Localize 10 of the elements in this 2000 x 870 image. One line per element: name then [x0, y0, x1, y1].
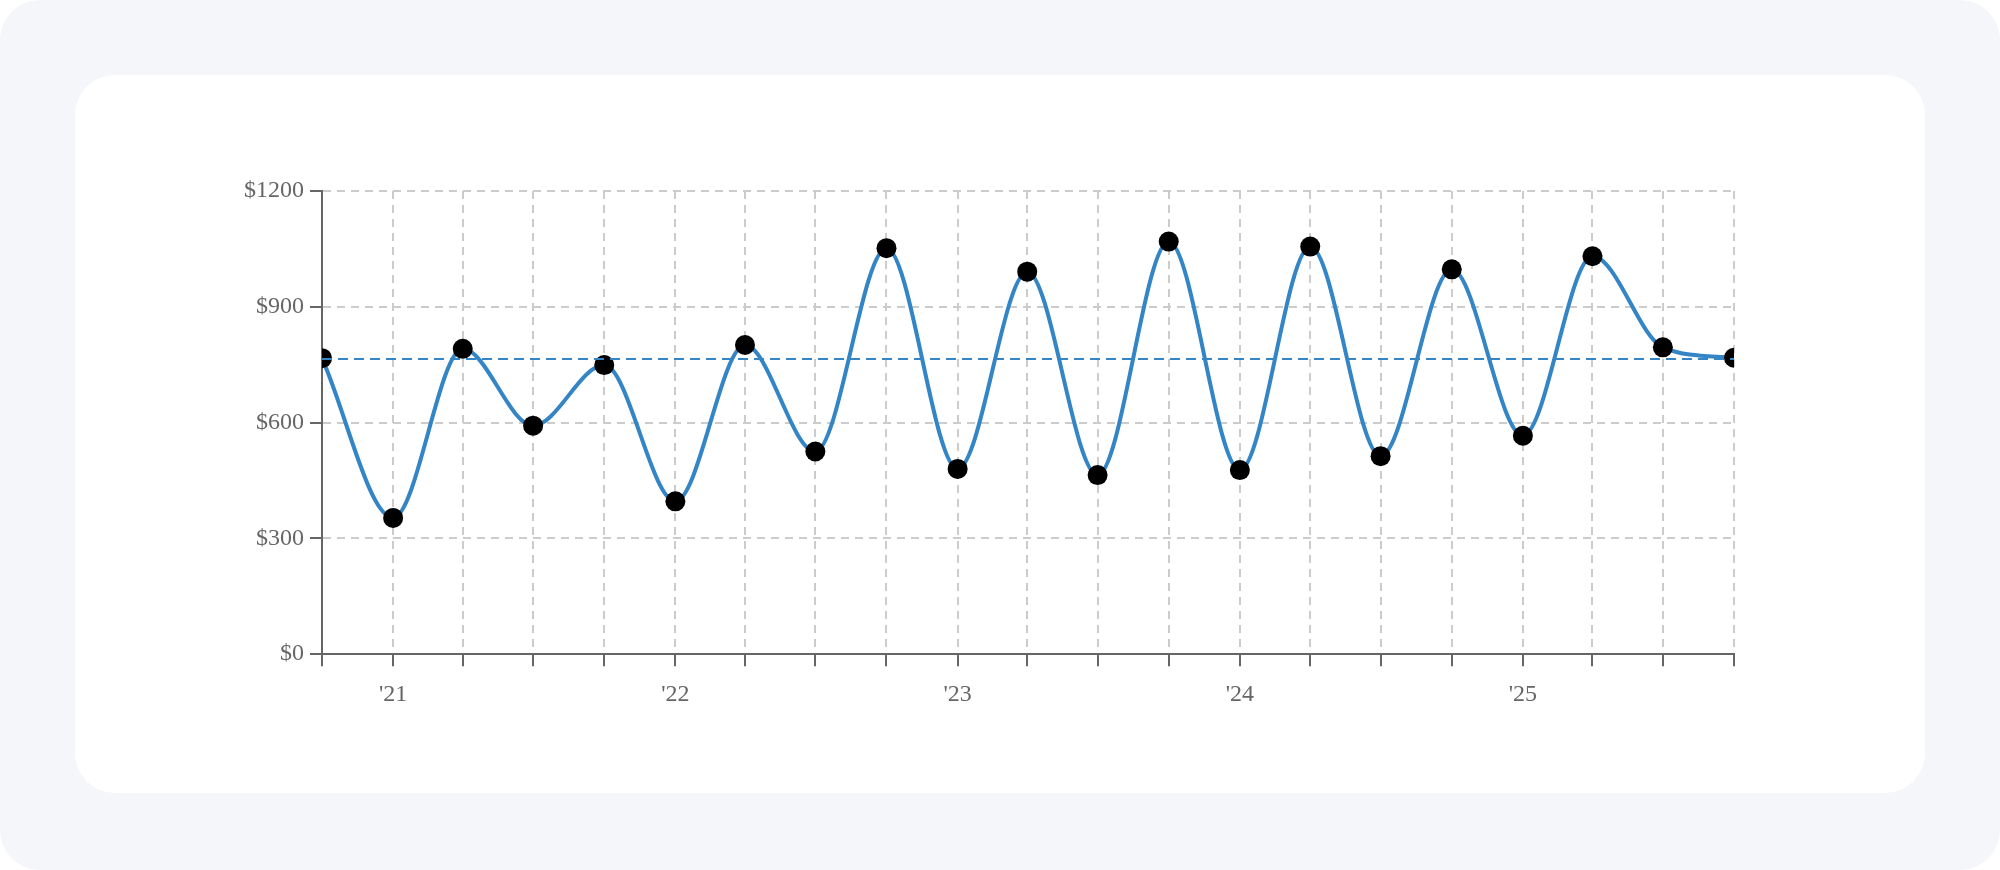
x-tick-label: '21 [378, 679, 408, 706]
y-tick-label: $600 [256, 407, 304, 434]
x-tick-label: '25 [1508, 679, 1538, 706]
x-tick-label: '24 [1225, 679, 1255, 706]
y-tick-label: $300 [256, 523, 304, 550]
x-tick-label: '22 [661, 679, 690, 706]
y-tick-label: $1200 [244, 176, 304, 203]
y-tick-label: $900 [256, 292, 304, 319]
y-tick-label: $0 [280, 639, 304, 666]
x-tick-label: '23 [943, 679, 972, 706]
